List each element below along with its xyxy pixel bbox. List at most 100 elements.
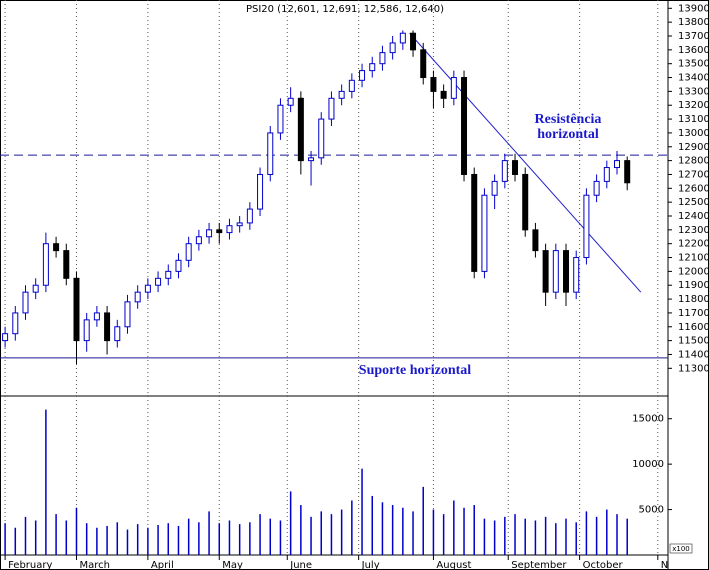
candle-body	[389, 42, 396, 54]
volume-bar	[126, 529, 129, 555]
candle-body	[42, 243, 49, 286]
y-tick-label: 12900	[678, 142, 709, 153]
y-tick-label: 12700	[678, 169, 709, 180]
volume-bar	[147, 527, 149, 555]
volume-bar	[320, 511, 323, 555]
volume-bar	[208, 511, 210, 555]
y2-tick-label: 15000	[632, 414, 664, 425]
candle-body	[399, 32, 406, 44]
volume-bar	[412, 511, 414, 555]
candle-body	[573, 257, 580, 293]
candle-body	[563, 250, 570, 293]
candle-body	[614, 160, 621, 169]
volume-bar	[106, 525, 108, 555]
candle-body	[501, 160, 508, 182]
y-tick-label: 13300	[678, 86, 709, 97]
candle-body	[359, 70, 366, 81]
resistance-label: Resistência	[535, 112, 602, 127]
y-tick-label: 13600	[678, 45, 709, 56]
candle-body	[32, 284, 39, 293]
y-tick-label: 12200	[678, 239, 709, 250]
volume-bar	[238, 524, 241, 555]
candle-body	[593, 180, 600, 196]
candle-body	[195, 236, 202, 245]
y-tick-label: 12800	[678, 156, 709, 167]
candle-body	[165, 270, 172, 279]
candle-body	[603, 167, 610, 182]
candle-body	[134, 291, 141, 303]
candle-body	[124, 301, 131, 328]
candle-body	[246, 208, 253, 224]
volume-bar	[493, 520, 496, 555]
candle-body	[206, 229, 213, 238]
candle-body	[53, 243, 60, 252]
candle-body	[104, 312, 111, 342]
volume-bar	[116, 522, 119, 555]
candle-body	[542, 250, 549, 293]
y-tick-label: 11400	[678, 349, 709, 360]
candle-body	[440, 90, 447, 99]
volume-bar	[504, 516, 506, 555]
x-tick-label: June	[289, 560, 312, 570]
x-tick-label: September	[511, 560, 567, 570]
y-tick-label: 11800	[678, 294, 709, 305]
candle-body	[522, 173, 529, 231]
x-tick-label: February	[8, 560, 52, 570]
candle-body	[583, 194, 590, 259]
candle-body	[410, 32, 417, 51]
volume-bar	[55, 514, 57, 555]
y-tick-label: 12300	[678, 225, 709, 236]
support-label: Suporte horizontal	[359, 363, 472, 378]
candle-body	[175, 259, 182, 272]
x-tick-label: August	[436, 560, 471, 570]
volume-bar	[289, 491, 292, 555]
volume-bar	[65, 520, 68, 555]
x-tick-label: March	[79, 560, 109, 570]
x-tick-label: May	[222, 560, 243, 570]
candle-body	[114, 326, 121, 342]
volume-bar	[34, 520, 37, 555]
candle-body	[328, 97, 335, 120]
candle-body	[420, 49, 427, 79]
resistance-label: horizontal	[537, 127, 599, 142]
volume-bar	[85, 523, 88, 555]
candle-body	[450, 77, 457, 99]
candle-body	[236, 222, 243, 227]
volume-bar	[442, 514, 445, 555]
candle-body	[226, 225, 233, 234]
y-tick-label: 11900	[678, 280, 709, 291]
volume-bar	[463, 507, 465, 555]
y-tick-label: 13400	[678, 73, 709, 84]
x-tick-label: N	[661, 560, 668, 570]
candle-body	[185, 243, 192, 261]
candle-body	[257, 173, 264, 210]
candle-body	[308, 157, 315, 162]
candle-body	[12, 312, 19, 335]
candle-body	[83, 319, 90, 342]
candle-body	[93, 312, 100, 321]
candle-body	[216, 229, 223, 234]
volume-bar	[422, 486, 424, 555]
volume-bar	[187, 518, 190, 555]
volume-bar	[616, 514, 618, 555]
volume-bar	[218, 523, 221, 555]
volume-bar	[198, 522, 200, 555]
volume-bar	[96, 527, 98, 555]
candle-body	[22, 291, 29, 314]
volume-bar	[300, 505, 302, 555]
volume-bar	[371, 495, 373, 555]
scale-box	[669, 543, 693, 554]
y-tick-label: 13500	[678, 59, 709, 70]
volume-bar	[514, 514, 516, 555]
candle-body	[297, 97, 304, 162]
volume-bar	[626, 518, 628, 555]
y-tick-label: 12500	[678, 197, 709, 208]
x-tick-label: October	[583, 560, 624, 570]
y2-tick-label: 10000	[632, 459, 664, 470]
volume-bar	[473, 505, 475, 555]
volume-bar	[524, 518, 526, 555]
volume-bar	[75, 507, 78, 555]
volume-bar	[606, 509, 608, 555]
volume-bar	[177, 525, 180, 555]
